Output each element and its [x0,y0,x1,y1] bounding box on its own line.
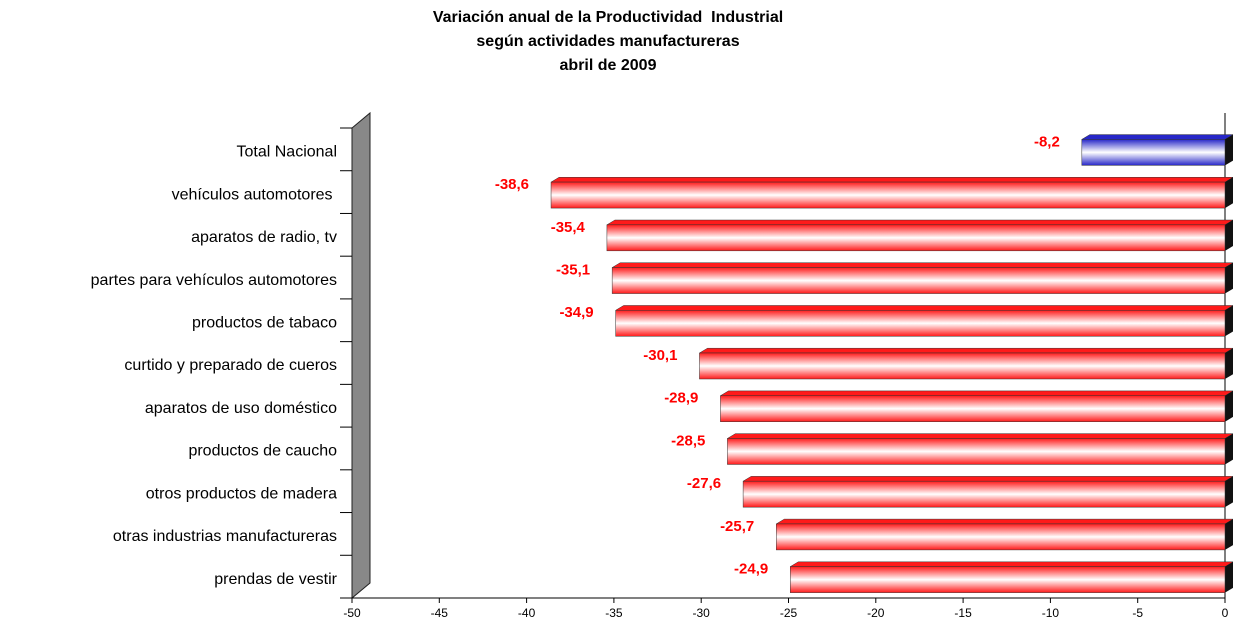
bar-top [719,390,1234,396]
left-wall [351,111,371,600]
bar-end [1225,177,1233,209]
y-tick-label: otros productos de madera [146,485,337,502]
y-tick-label: productos de caucho [188,443,337,460]
bar [727,438,1226,465]
y-tick-label: partes para vehículos automotores [91,272,337,289]
bar-end [1225,561,1233,593]
bar-end [1225,220,1233,251]
y-tick-label: productos de tabaco [192,314,337,331]
y-tick-label: otras industrias manufactureras [113,528,337,545]
bar-end [1225,262,1233,294]
data-label: -35,1 [556,262,590,279]
bar-end [1225,433,1233,465]
chart-title: Variación anual de la Productividad Indu… [433,9,783,26]
data-label: -8,2 [1034,133,1060,150]
bar-top [742,476,1234,482]
bar-end [1225,390,1233,422]
data-label: -27,6 [687,475,721,492]
bar-top [775,518,1234,525]
y-tick-label: prendas de vestir [214,571,337,588]
y-tick-label: aparatos de radio, tv [191,229,337,246]
x-tick-label: -40 [518,606,536,620]
data-label: -30,1 [643,347,677,364]
bar-top [550,177,1234,183]
bar-end [1225,305,1233,337]
bar-end [1225,134,1233,166]
data-label: -25,7 [720,518,754,535]
bar-end [1225,476,1233,508]
data-label: -38,6 [495,176,529,193]
data-label: -24,9 [734,561,768,578]
x-tick-label: 0 [1222,606,1229,620]
x-tick-label: -10 [1042,606,1060,620]
chart-title: abril de 2009 [560,57,657,74]
x-tick-label: -30 [693,606,711,620]
bar-end [1225,519,1233,550]
bar [720,395,1226,422]
y-tick-label: aparatos de uso doméstico [145,400,337,417]
bar-top [611,262,1234,268]
x-tick-label: -35 [605,606,623,620]
y-tick-label: curtido y preparado de cueros [124,357,337,374]
y-tick-label: Total Nacional [237,144,338,161]
bar [742,480,1226,508]
bar [615,310,1226,337]
bar [606,224,1226,252]
bar-top [698,347,1234,354]
x-tick-label: -50 [343,606,361,620]
bar [699,352,1226,380]
x-tick-label: -15 [954,606,972,620]
y-tick-label: vehículos automotores [172,186,337,203]
x-tick-label: -5 [1132,606,1143,620]
data-label: -34,9 [559,304,593,321]
bar-top [614,305,1234,311]
data-label: -28,9 [664,390,698,407]
bar [789,566,1226,593]
bar-top [789,561,1234,567]
x-tick-label: -45 [431,606,449,620]
bar-top [1080,134,1234,140]
bar [550,181,1226,209]
bar-top [606,219,1234,226]
x-tick-label: -25 [780,606,798,620]
bar [776,523,1226,551]
bar-top [726,433,1234,439]
x-tick-label: -20 [867,606,885,620]
bar [611,267,1226,294]
data-label: -28,5 [671,432,705,449]
bar [1081,139,1226,166]
data-label: -35,4 [551,219,586,236]
bar-end [1225,348,1233,379]
chart-title: según actividades manufactureras [476,33,739,50]
